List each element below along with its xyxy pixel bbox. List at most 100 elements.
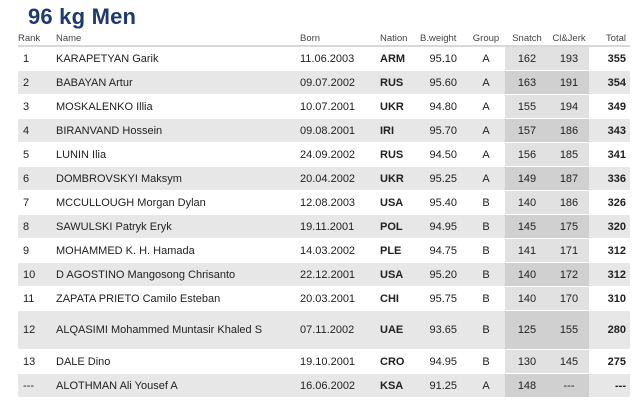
header-snatch[interactable]: Snatch [505,33,549,47]
nation-cell: CHI [380,286,420,311]
group-cell: B [467,262,505,287]
born-cell: 11.06.2003 [300,46,380,71]
clean-jerk-cell: 185 [549,142,589,167]
snatch-cell: 125 [505,310,549,350]
table-row[interactable]: 3 MOSKALENKO Illia 10.07.2001 UKR 94.80 A 155 1… [18,94,630,119]
header-rank[interactable]: Rank [18,33,50,47]
clean-jerk-cell: 187 [549,166,589,191]
header-cljerk[interactable]: Cl&Jerk [549,33,589,47]
table-row[interactable]: 1 KARAPETYAN Garik 11.06.2003 ARM 95.10 A 162 1… [18,46,630,71]
athlete-name-cell: BABAYAN Artur [50,70,300,95]
table-row[interactable]: 6 DOMBROVSKYI Maksym 20.04.2002 UKR 95.25 A 14… [18,166,630,191]
bodyweight-cell: 94.95 [420,214,467,239]
group-cell: A [467,70,505,95]
rank-cell: 1 [18,46,50,71]
snatch-cell: 140 [505,262,549,287]
table-row[interactable]: 11 ZAPATA PRIETO Camilo Esteban 20.03.2001… [18,286,630,311]
athlete-name-cell: DOMBROVSKYI Maksym [50,166,300,191]
clean-jerk-cell: 145 [549,349,589,374]
total-cell: 326 [589,190,630,215]
total-cell: 312 [589,238,630,263]
bodyweight-cell: 94.75 [420,238,467,263]
header-born[interactable]: Born [300,33,380,47]
table-row[interactable]: --- ALOTHMAN Ali Yousef A 16.06.2002 KSA 91.… [18,373,630,398]
table-header-row: Rank Name Born Nation B.weight Group Sna… [18,33,630,47]
table-row[interactable]: 9 MOHAMMED K. H. Hamada 14.03.2002 PLE 94.75… [18,238,630,263]
table-row[interactable]: 12 ALQASIMI Mohammed Muntasir Khaled S 07.… [18,310,630,350]
clean-jerk-cell: 186 [549,118,589,143]
athlete-name-cell: MOSKALENKO Illia [50,94,300,119]
table-row[interactable]: 2 BABAYAN Artur 09.07.2002 RUS 95.60 A 163 191 3… [18,70,630,95]
rank-cell: --- [18,373,50,398]
athlete-name-cell: ZAPATA PRIETO Camilo Esteban [50,286,300,311]
clean-jerk-cell: 193 [549,46,589,71]
total-cell: 275 [589,349,630,374]
total-cell: 343 [589,118,630,143]
header-group[interactable]: Group [467,33,505,47]
table-row[interactable]: 4 BIRANVAND Hossein 09.08.2001 IRI 95.70 A 157… [18,118,630,143]
snatch-cell: 156 [505,142,549,167]
bodyweight-cell: 94.95 [420,349,467,374]
header-nation[interactable]: Nation [380,33,420,47]
rank-cell: 9 [18,238,50,263]
athlete-name-cell: MOHAMMED K. H. Hamada [50,238,300,263]
born-cell: 19.10.2001 [300,349,380,374]
athlete-name-cell: ALQASIMI Mohammed Muntasir Khaled S [50,310,300,350]
group-cell: A [467,118,505,143]
snatch-cell: 145 [505,214,549,239]
group-cell: B [467,286,505,311]
rank-cell: 5 [18,142,50,167]
total-cell: 341 [589,142,630,167]
born-cell: 10.07.2001 [300,94,380,119]
rank-cell: 3 [18,94,50,119]
page-title: 96 kg Men [28,4,137,29]
total-cell: 349 [589,94,630,119]
athlete-name-cell: DALE Dino [50,349,300,374]
snatch-cell: 140 [505,286,549,311]
born-cell: 09.07.2002 [300,70,380,95]
athlete-name-cell: SAWULSKI Patryk Eryk [50,214,300,239]
bodyweight-cell: 95.75 [420,286,467,311]
born-cell: 20.03.2001 [300,286,380,311]
bodyweight-cell: 95.40 [420,190,467,215]
snatch-cell: 155 [505,94,549,119]
snatch-cell: 149 [505,166,549,191]
snatch-cell: 163 [505,70,549,95]
table-body: 1 KARAPETYAN Garik 11.06.2003 ARM 95.10 A 162 1… [18,46,630,398]
nation-cell: USA [380,262,420,287]
snatch-cell: 141 [505,238,549,263]
born-cell: 12.08.2003 [300,190,380,215]
born-cell: 20.04.2002 [300,166,380,191]
total-cell: 320 [589,214,630,239]
snatch-cell: 162 [505,46,549,71]
group-cell: B [467,190,505,215]
table-row[interactable]: 8 SAWULSKI Patryk Eryk 19.11.2001 POL 94.95 B… [18,214,630,239]
results-table: Rank Name Born Nation B.weight Group Sna… [18,33,630,398]
clean-jerk-cell: --- [549,373,589,398]
total-cell: 354 [589,70,630,95]
table-row[interactable]: 10 D AGOSTINO Mangosong Chrisanto 22.12.20… [18,262,630,287]
nation-cell: UAE [380,310,420,350]
born-cell: 14.03.2002 [300,238,380,263]
header-name[interactable]: Name [50,33,300,47]
nation-cell: IRI [380,118,420,143]
bodyweight-cell: 91.25 [420,373,467,398]
nation-cell: UKR [380,166,420,191]
clean-jerk-cell: 191 [549,70,589,95]
table-row[interactable]: 5 LUNIN Ilia 24.09.2002 RUS 94.50 A 156 185 341 [18,142,630,167]
table-row[interactable]: 13 DALE Dino 19.10.2001 CRO 94.95 B 130 145 275 [18,349,630,374]
header-bweight[interactable]: B.weight [420,33,467,47]
athlete-name-cell: LUNIN Ilia [50,142,300,167]
group-cell: B [467,214,505,239]
snatch-cell: 148 [505,373,549,398]
table-row[interactable]: 7 MCCULLOUGH Morgan Dylan 12.08.2003 USA 95.… [18,190,630,215]
group-cell: A [467,46,505,71]
group-cell: A [467,166,505,191]
rank-cell: 11 [18,286,50,311]
bodyweight-cell: 95.70 [420,118,467,143]
born-cell: 19.11.2001 [300,214,380,239]
header-total[interactable]: Total [589,33,630,47]
born-cell: 09.08.2001 [300,118,380,143]
nation-cell: RUS [380,70,420,95]
